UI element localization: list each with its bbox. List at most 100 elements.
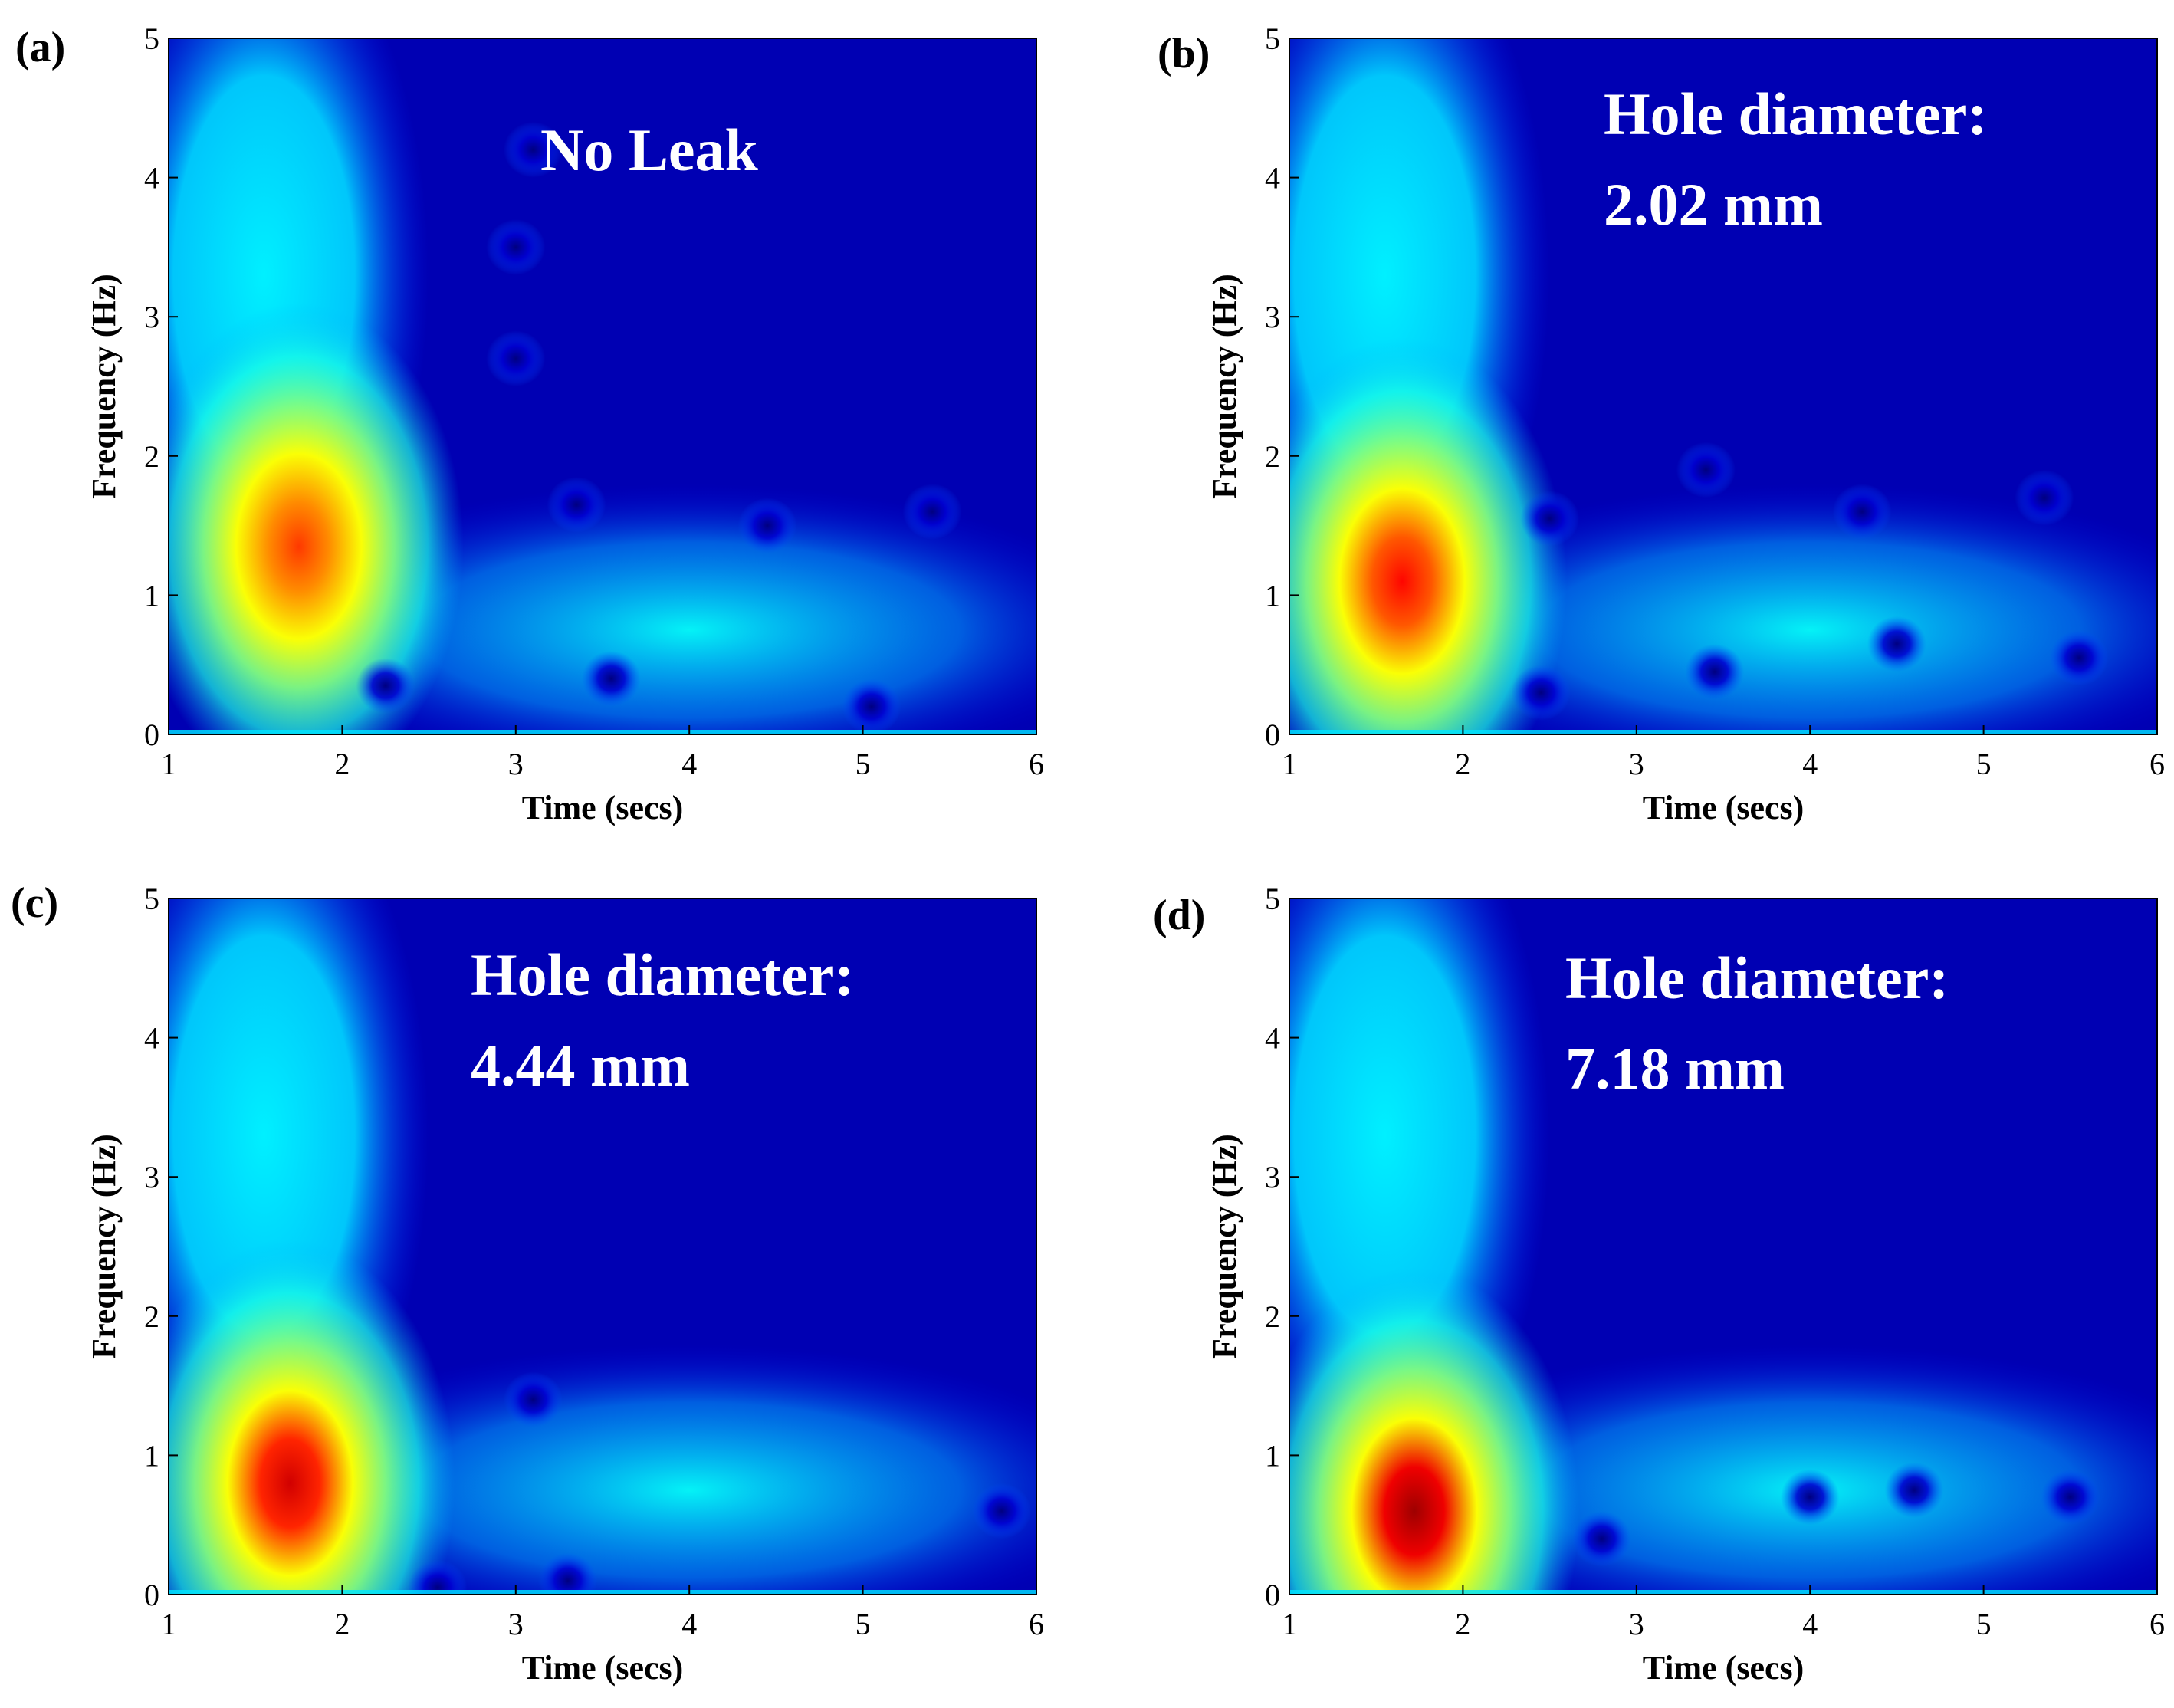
energy-minimum xyxy=(737,498,797,553)
y-tick-label: 3 xyxy=(1265,300,1280,334)
y-tick-label: 4 xyxy=(1265,161,1280,195)
y-axis-label: Frequency (Hz) xyxy=(85,274,123,499)
energy-hotspot xyxy=(169,303,464,734)
x-tick-label: 3 xyxy=(1629,1607,1644,1641)
x-tick-label: 2 xyxy=(334,1607,350,1641)
x-tick-label: 5 xyxy=(1976,1607,1992,1641)
plot-annotation: Hole diameter: xyxy=(1604,80,1987,147)
y-axis-label: Frequency (Hz) xyxy=(1206,1134,1243,1359)
x-tick-label: 6 xyxy=(1029,747,1044,781)
y-tick-label: 3 xyxy=(1265,1160,1280,1194)
plot-annotation: 4.44 mm xyxy=(471,1032,690,1099)
x-tick-label: 5 xyxy=(1976,747,1992,781)
plot-annotation: Hole diameter: xyxy=(471,941,854,1008)
y-tick-label: 2 xyxy=(1265,1299,1280,1334)
x-tick-label: 6 xyxy=(1029,1607,1044,1641)
plot-frame xyxy=(1289,898,2158,1595)
energy-hotspot xyxy=(1289,1267,1580,1595)
y-tick-label: 1 xyxy=(144,1438,159,1473)
energy-minimum xyxy=(1520,491,1580,547)
x-tick-label: 5 xyxy=(855,1607,871,1641)
x-axis-label: Time (secs) xyxy=(1643,1649,1805,1687)
energy-hotspot xyxy=(1289,337,1568,734)
plot-frame xyxy=(168,38,1037,735)
x-tick-label: 3 xyxy=(508,747,524,781)
y-tick-label: 3 xyxy=(144,300,159,334)
panel-label: (d) xyxy=(1153,892,1205,939)
y-axis-label: Frequency (Hz) xyxy=(1206,274,1243,499)
y-tick-label: 3 xyxy=(144,1160,159,1194)
plot-annotation: Hole diameter: xyxy=(1565,944,1949,1011)
floor-line xyxy=(169,730,1036,734)
energy-minimum xyxy=(972,1483,1032,1539)
heatmap-area xyxy=(169,898,1036,1595)
energy-minimum xyxy=(1832,484,1892,540)
energy-minimum xyxy=(538,1552,598,1595)
x-tick-label: 5 xyxy=(855,747,871,781)
energy-minimum xyxy=(902,484,962,540)
energy-minimum xyxy=(581,651,641,707)
energy-minimum xyxy=(2049,629,2109,686)
energy-minimum xyxy=(503,121,563,178)
energy-minimum xyxy=(1867,616,1926,672)
energy-minimum xyxy=(547,477,606,533)
energy-hotspot xyxy=(169,1240,455,1595)
energy-minimum xyxy=(1884,1462,1944,1519)
heatmap-area xyxy=(1289,38,2157,734)
energy-minimum xyxy=(842,678,901,734)
x-tick-label: 6 xyxy=(2149,1607,2165,1641)
y-tick-label: 5 xyxy=(1265,21,1280,56)
energy-minimum xyxy=(1676,442,1736,498)
y-tick-label: 0 xyxy=(1265,1578,1280,1612)
y-tick-label: 4 xyxy=(144,1021,159,1056)
x-tick-label: 6 xyxy=(2149,747,2165,781)
y-tick-label: 5 xyxy=(1265,882,1280,916)
y-tick-label: 4 xyxy=(144,161,159,195)
y-tick-label: 4 xyxy=(1265,1021,1280,1056)
energy-minimum xyxy=(486,330,546,386)
y-tick-label: 1 xyxy=(1265,578,1280,613)
y-tick-label: 0 xyxy=(144,1578,159,1612)
x-tick-label: 2 xyxy=(1455,747,1470,781)
x-tick-label: 4 xyxy=(681,1607,697,1641)
x-axis-label: Time (secs) xyxy=(522,1649,684,1687)
x-axis-label: Time (secs) xyxy=(522,789,684,826)
energy-minimum xyxy=(486,219,546,275)
panel-label: (a) xyxy=(15,24,65,71)
y-tick-label: 1 xyxy=(1265,1438,1280,1473)
y-tick-label: 0 xyxy=(144,718,159,752)
y-tick-label: 0 xyxy=(1265,718,1280,752)
x-tick-label: 1 xyxy=(161,747,176,781)
x-tick-label: 1 xyxy=(161,1607,176,1641)
y-tick-label: 5 xyxy=(144,882,159,916)
y-tick-label: 5 xyxy=(144,21,159,56)
energy-minimum xyxy=(503,1371,563,1428)
x-tick-label: 3 xyxy=(508,1607,524,1641)
x-tick-label: 2 xyxy=(1455,1607,1470,1641)
y-axis-label: Frequency (Hz) xyxy=(85,1134,123,1359)
heatmap-area xyxy=(169,38,1036,734)
y-tick-label: 2 xyxy=(1265,439,1280,474)
x-tick-label: 1 xyxy=(1282,1607,1297,1641)
y-tick-label: 2 xyxy=(144,439,159,474)
energy-minimum xyxy=(1685,643,1745,700)
energy-minimum xyxy=(2015,469,2074,526)
energy-minimum xyxy=(408,1559,468,1595)
floor-line xyxy=(169,1590,1036,1595)
x-tick-label: 4 xyxy=(1802,1607,1818,1641)
x-tick-label: 1 xyxy=(1282,747,1297,781)
plot-frame xyxy=(168,898,1037,1595)
energy-minimum xyxy=(2041,1469,2100,1526)
energy-minimum xyxy=(1780,1469,1840,1526)
plot-annotation: 7.18 mm xyxy=(1565,1035,1785,1102)
panel-label: (b) xyxy=(1158,30,1210,77)
floor-line xyxy=(1289,730,2157,734)
x-tick-label: 3 xyxy=(1629,747,1644,781)
panel-label: (c) xyxy=(11,879,58,927)
y-tick-label: 1 xyxy=(144,578,159,613)
plot-annotation: 2.02 mm xyxy=(1604,171,1823,238)
